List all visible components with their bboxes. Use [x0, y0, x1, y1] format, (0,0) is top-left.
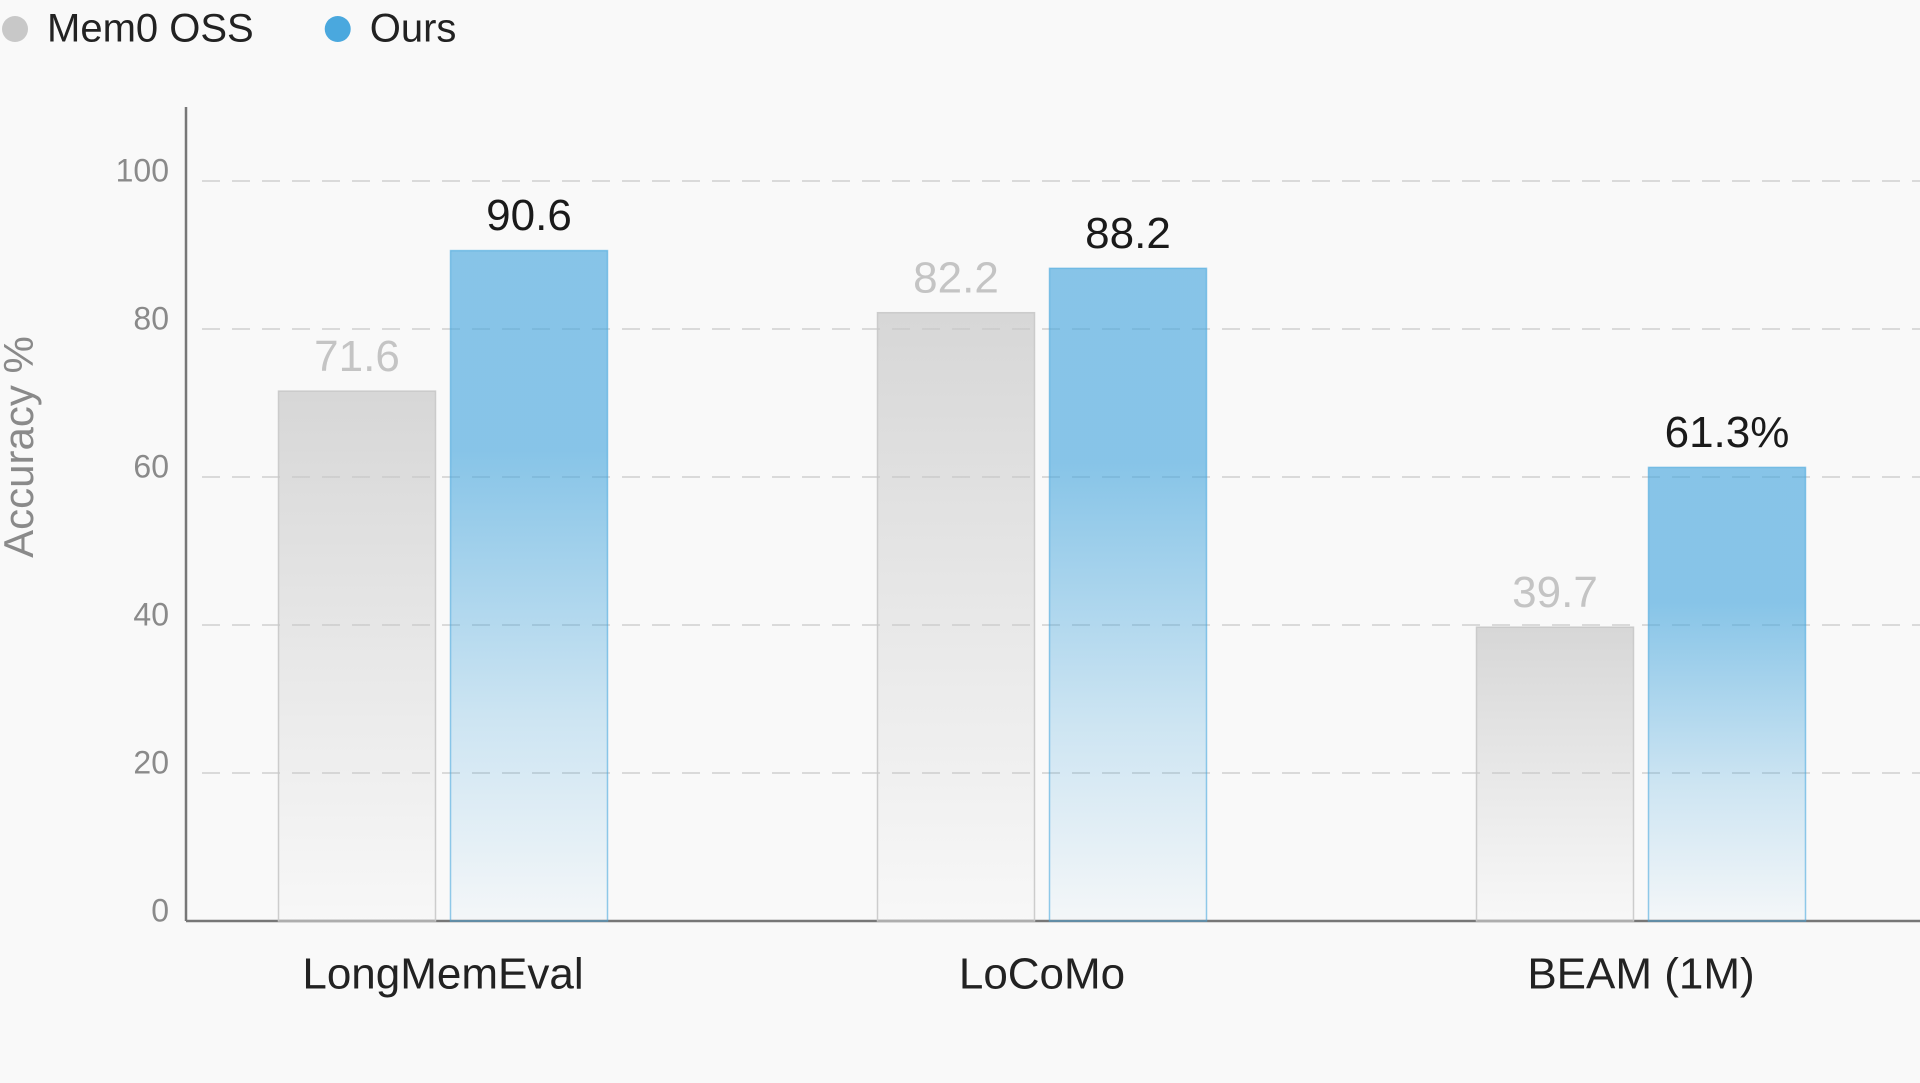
value-label: 61.3% — [1665, 408, 1790, 457]
x-tick-label: BEAM (1M) — [1527, 950, 1754, 999]
bar — [876, 311, 1036, 922]
legend-label: Mem0 OSS — [47, 7, 254, 51]
value-label: 71.6 — [314, 332, 400, 381]
y-tick-label: 0 — [151, 892, 169, 928]
legend-swatch — [2, 16, 28, 42]
y-tick-label: 20 — [133, 744, 169, 780]
y-tick-label: 100 — [116, 152, 169, 188]
legend-label: Ours — [370, 7, 457, 51]
value-label: 39.7 — [1512, 568, 1598, 617]
y-axis-label: Accuracy % — [0, 336, 42, 558]
y-tick-label: 80 — [133, 300, 169, 336]
bar — [1647, 466, 1807, 922]
bar — [277, 390, 437, 922]
value-label: 82.2 — [913, 253, 999, 302]
bar — [1475, 626, 1635, 922]
x-tick-label: LongMemEval — [302, 950, 583, 999]
legend-swatch — [324, 16, 351, 42]
value-label: 88.2 — [1085, 209, 1171, 258]
y-tick-label: 60 — [133, 448, 169, 484]
x-tick-label: LoCoMo — [959, 950, 1125, 999]
value-label: 90.6 — [486, 191, 572, 240]
bar — [449, 249, 609, 922]
y-tick-label: 40 — [133, 596, 169, 632]
bar — [1048, 267, 1208, 922]
